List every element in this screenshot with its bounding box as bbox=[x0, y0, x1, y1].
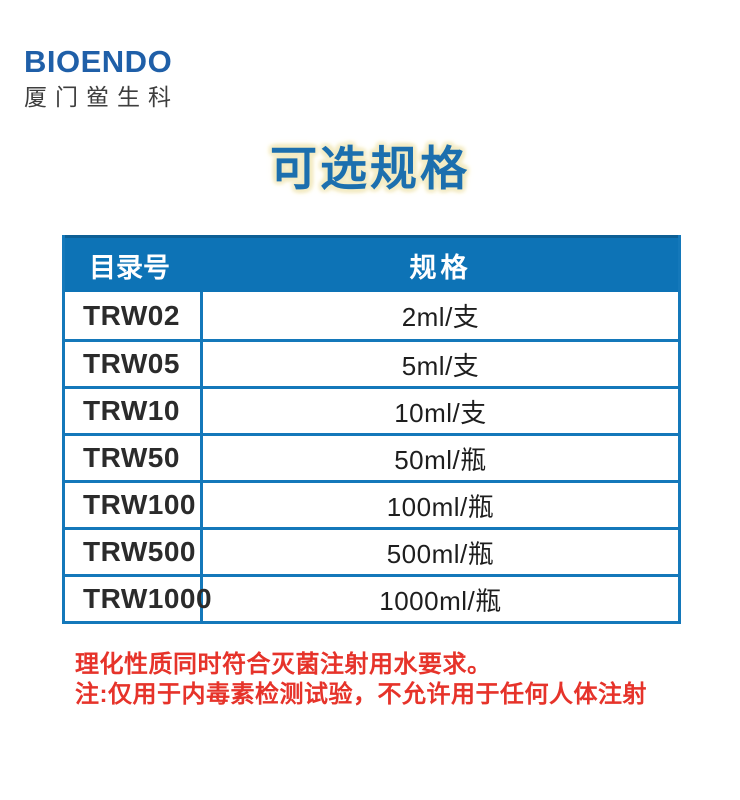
note-line-1: 理化性质同时符合灭菌注射用水要求。 bbox=[75, 651, 492, 678]
title-area: 可选规格 bbox=[0, 130, 740, 199]
catalog-cell: TRW10 bbox=[65, 389, 203, 433]
header-catalog: 目录号 bbox=[89, 252, 170, 283]
table-row: TRW10 10ml/支 bbox=[65, 386, 678, 433]
table-row: TRW500 500ml/瓶 bbox=[65, 527, 678, 574]
table-row: TRW1000 1000ml/瓶 bbox=[65, 574, 678, 621]
catalog-cell: TRW1000 bbox=[65, 577, 212, 621]
table-row: TRW05 5ml/支 bbox=[65, 339, 678, 386]
table-row: TRW100 100ml/瓶 bbox=[65, 480, 678, 527]
table-row: TRW02 2ml/支 bbox=[65, 292, 678, 339]
catalog-cell: TRW50 bbox=[65, 436, 203, 480]
spec-table-header: 目录号 规格 bbox=[65, 235, 678, 292]
spec-cell: 50ml/瓶 bbox=[394, 444, 487, 475]
brand-wordmark: BIOENDO bbox=[24, 44, 173, 79]
spec-cell: 5ml/支 bbox=[401, 350, 480, 381]
catalog-cell: TRW02 bbox=[65, 292, 203, 339]
catalog-cell: TRW500 bbox=[65, 530, 203, 574]
spec-cell: 100ml/瓶 bbox=[386, 491, 495, 522]
spec-cell: 2ml/支 bbox=[401, 302, 480, 332]
warning-notes: 理化性质同时符合灭菌注射用水要求。 注:仅用于内毒素检测试验，不允许用于任何人体… bbox=[75, 650, 647, 710]
company-name: 厦门鲎生科 bbox=[24, 84, 179, 110]
logo: BIOENDO 厦门鲎生科 bbox=[24, 44, 179, 111]
spec-table-body: TRW02 2ml/支 TRW05 5ml/支 TRW10 10ml/支 TRW… bbox=[65, 292, 678, 621]
spec-cell: 1000ml/瓶 bbox=[379, 585, 502, 616]
spec-cell: 10ml/支 bbox=[394, 397, 487, 428]
header-spec: 规格 bbox=[409, 252, 472, 283]
catalog-cell: TRW100 bbox=[65, 483, 203, 527]
table-row: TRW50 50ml/瓶 bbox=[65, 433, 678, 480]
spec-table: 目录号 规格 TRW02 2ml/支 TRW05 5ml/支 TRW10 10m… bbox=[62, 235, 681, 624]
spec-cell: 500ml/瓶 bbox=[386, 538, 495, 569]
catalog-cell: TRW05 bbox=[65, 342, 203, 386]
page-title: 可选规格 bbox=[270, 142, 470, 195]
note-line-2: 注:仅用于内毒素检测试验，不允许用于任何人体注射 bbox=[75, 681, 647, 708]
